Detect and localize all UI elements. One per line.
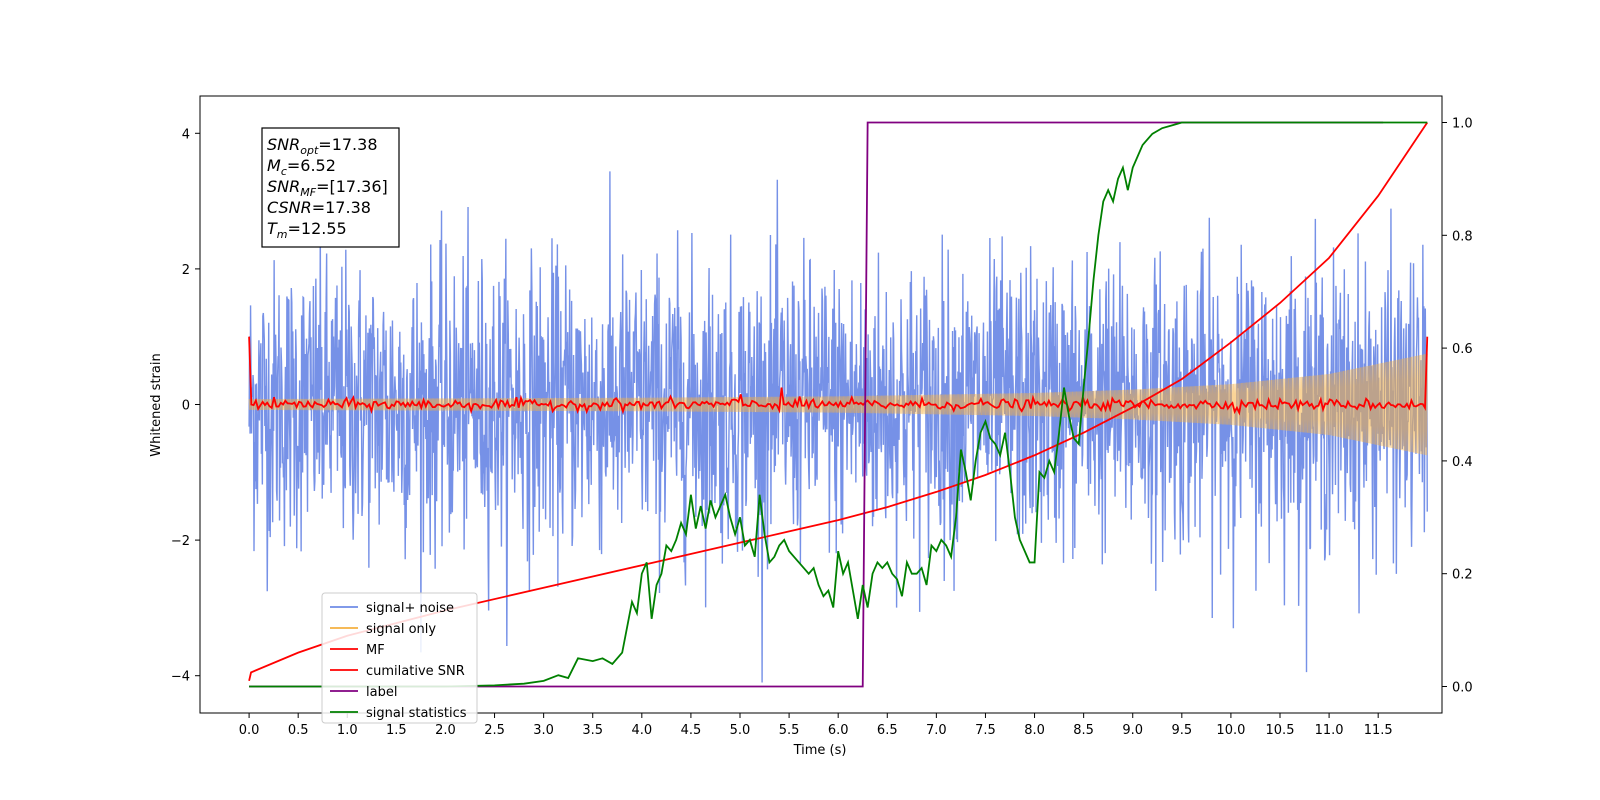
legend-entry: signal+ noise [366, 601, 454, 616]
x-tick-label: 6.0 [828, 723, 849, 738]
info-line: Tm=12.55 [267, 219, 347, 241]
info-line: CSNR=17.38 [267, 198, 371, 217]
x-tick-label: 10.0 [1216, 723, 1245, 738]
info-symbol: SNR [267, 135, 300, 154]
x-tick-label: 0.5 [288, 723, 309, 738]
info-symbol: T [267, 219, 278, 238]
series-label [249, 121, 1384, 688]
y2-tick-label: 0.6 [1452, 342, 1473, 357]
x-tick-label: 4.5 [681, 723, 702, 738]
legend-entry: MF [366, 643, 385, 658]
y2-tick-label: 0.2 [1452, 568, 1473, 583]
x-tick-label: 0.0 [239, 723, 260, 738]
info-symbol: CSNR [267, 198, 312, 217]
series-signal-only [248, 353, 1428, 456]
y-axis-label: Whitened strain [149, 353, 164, 456]
y-tick-label: 2 [182, 263, 190, 278]
x-tick-label: 5.5 [779, 723, 800, 738]
info-subscript: MF [300, 186, 316, 199]
series-signal-statistics [249, 121, 1428, 688]
x-tick-label: 3.0 [533, 723, 554, 738]
info-box: SNRopt=17.38Mc=6.52SNRMF=[17.36]CSNR=17.… [261, 127, 400, 248]
x-tick-label: 7.5 [975, 723, 996, 738]
x-tick-label: 11.0 [1315, 723, 1344, 738]
x-tick-label: 10.5 [1266, 723, 1295, 738]
y-axis-left: −4 −2 0 2 4 [171, 127, 200, 685]
legend-entry: signal only [366, 622, 436, 637]
y2-tick-label: 0.0 [1452, 680, 1473, 695]
x-tick-label: 2.0 [435, 723, 456, 738]
series-signal-noise [248, 171, 1428, 683]
y-tick-label: −2 [171, 534, 190, 549]
y-tick-label: −4 [171, 670, 190, 685]
info-value: =17.38 [318, 135, 377, 154]
x-tick-label: 7.0 [926, 723, 947, 738]
x-tick-label: 1.5 [386, 723, 407, 738]
x-tick-label: 11.5 [1364, 723, 1393, 738]
legend-entry: label [366, 685, 397, 700]
info-value: =17.38 [312, 198, 371, 217]
series-mf [248, 336, 1429, 416]
info-line: SNRopt=17.38 [267, 135, 378, 157]
info-subscript: opt [300, 144, 319, 157]
x-tick-label: 2.5 [484, 723, 505, 738]
x-axis: 0.0 0.5 1.0 1.5 2.0 2.5 3.0 3.5 4.0 4.5 5.0 5.5 6.0 6… [239, 713, 1393, 738]
legend-frame [321, 592, 478, 724]
info-symbol: SNR [267, 177, 300, 196]
y-tick-label: 0 [182, 399, 190, 414]
info-line: Mc=6.52 [267, 156, 336, 178]
info-value: =6.52 [287, 156, 336, 175]
info-subscript: c [281, 165, 287, 178]
y-tick-label: 4 [182, 127, 190, 142]
x-tick-label: 9.0 [1122, 723, 1143, 738]
x-tick-label: 1.0 [337, 723, 358, 738]
y2-tick-label: 1.0 [1452, 117, 1473, 132]
x-tick-label: 4.0 [631, 723, 652, 738]
legend: signal+ noise signal only MF cumilative SNR… [321, 592, 478, 724]
info-box-frame [261, 127, 400, 248]
legend-entry: signal statistics [366, 706, 467, 721]
x-tick-label: 9.5 [1171, 723, 1192, 738]
x-tick-label: 3.5 [582, 723, 603, 738]
y-axis-right: 0.0 0.2 0.4 0.6 0.8 1.0 [1442, 117, 1473, 695]
info-symbol: M [267, 156, 281, 175]
info-line: SNRMF=[17.36] [267, 177, 388, 199]
x-tick-label: 5.0 [730, 723, 751, 738]
info-value: =12.55 [288, 219, 347, 238]
y2-tick-label: 0.4 [1452, 455, 1473, 470]
x-tick-label: 6.5 [877, 723, 898, 738]
x-tick-label: 8.0 [1024, 723, 1045, 738]
x-tick-label: 8.5 [1073, 723, 1094, 738]
info-subscript: m [277, 228, 288, 241]
legend-entry: cumilative SNR [366, 664, 465, 679]
x-axis-label: Time (s) [793, 743, 847, 758]
y2-tick-label: 0.8 [1452, 229, 1473, 244]
info-value: =[17.36] [316, 177, 388, 196]
